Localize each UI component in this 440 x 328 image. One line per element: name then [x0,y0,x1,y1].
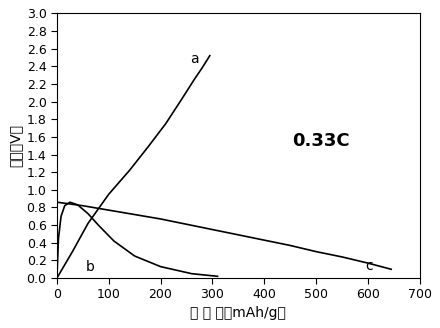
Text: 0.33C: 0.33C [293,132,350,150]
Text: a: a [191,52,199,66]
Y-axis label: 电压（V）: 电压（V） [8,124,22,167]
X-axis label: 比 容 量（mAh/g）: 比 容 量（mAh/g） [191,306,286,320]
Text: c: c [365,259,373,273]
Text: b: b [85,260,94,275]
